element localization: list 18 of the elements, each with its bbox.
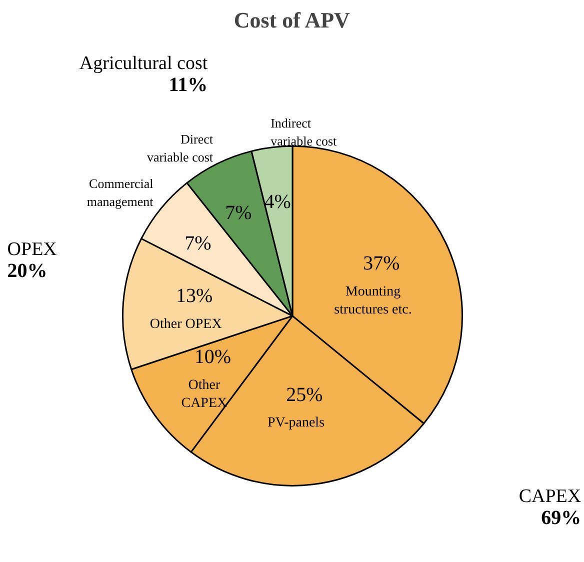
data-label: 7% <box>184 232 212 254</box>
text: OPEX 20% <box>7 239 58 282</box>
data-label: 37% <box>363 252 400 275</box>
slice-label: Indirect variable cost <box>270 116 338 149</box>
slice-label: Mounting structures etc. <box>334 284 412 318</box>
text: Agricultural cost 11% <box>79 53 208 96</box>
chart-title: Cost of APV <box>234 8 350 32</box>
data-label: 4% <box>264 191 291 214</box>
data-label: 10% <box>194 346 232 368</box>
data-label: 13% <box>176 285 213 308</box>
text: CAPEX 69% <box>518 486 582 529</box>
data-label: 7% <box>225 202 252 224</box>
slice-label: Direct variable cost <box>146 132 214 165</box>
slice-label: Other OPEX <box>150 316 222 332</box>
slice-label: PV-panels <box>267 415 325 430</box>
data-label: 25% <box>286 384 323 406</box>
slice-label: Commercial management <box>86 176 154 210</box>
slice-label: Other CAPEX <box>181 378 228 411</box>
